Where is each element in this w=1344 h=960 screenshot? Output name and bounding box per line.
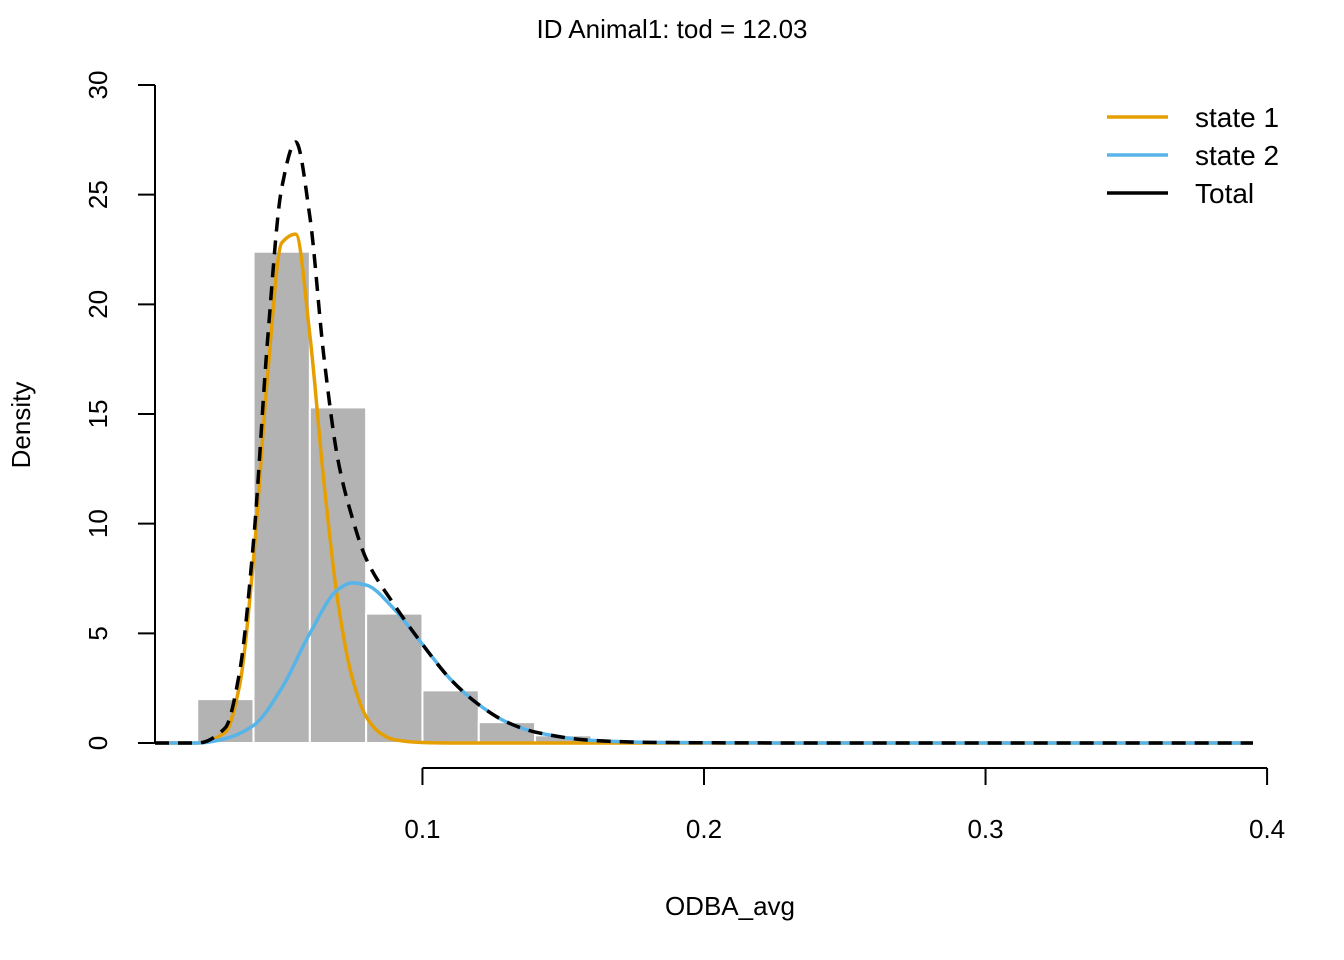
histogram-bars bbox=[196, 250, 706, 745]
legend-label-1: state 2 bbox=[1195, 140, 1279, 171]
y-tick-label-6: 30 bbox=[83, 71, 113, 100]
x-tick-label-3: 0.4 bbox=[1249, 814, 1285, 844]
legend: state 1 state 2 Total bbox=[1107, 102, 1279, 209]
series-line-total bbox=[155, 140, 1253, 745]
legend-label-2: Total bbox=[1195, 178, 1254, 209]
histogram-bar-1 bbox=[252, 250, 311, 744]
chart-title: ID Animal1: tod = 12.03 bbox=[536, 14, 807, 44]
x-axis-title: ODBA_avg bbox=[665, 891, 795, 921]
y-tick-label-1: 5 bbox=[83, 626, 113, 640]
y-axis: 0 5 10 15 20 25 30 bbox=[83, 71, 156, 750]
y-tick-label-0: 0 bbox=[83, 736, 113, 750]
y-tick-label-5: 25 bbox=[83, 180, 113, 209]
y-tick-label-2: 10 bbox=[83, 509, 113, 538]
y-tick-label-3: 15 bbox=[83, 400, 113, 429]
density-curves bbox=[155, 140, 1253, 745]
legend-label-0: state 1 bbox=[1195, 102, 1279, 133]
histogram-bar-5 bbox=[477, 721, 537, 744]
x-tick-label-0: 0.1 bbox=[404, 814, 440, 844]
histogram-bar-3 bbox=[365, 612, 424, 744]
x-tick-label-2: 0.3 bbox=[967, 814, 1003, 844]
y-axis-title: Density bbox=[6, 382, 36, 469]
x-tick-label-1: 0.2 bbox=[686, 814, 722, 844]
y-tick-label-4: 20 bbox=[83, 290, 113, 319]
histogram-bar-0 bbox=[196, 698, 255, 745]
x-axis: 0.1 0.2 0.3 0.4 bbox=[404, 767, 1285, 844]
